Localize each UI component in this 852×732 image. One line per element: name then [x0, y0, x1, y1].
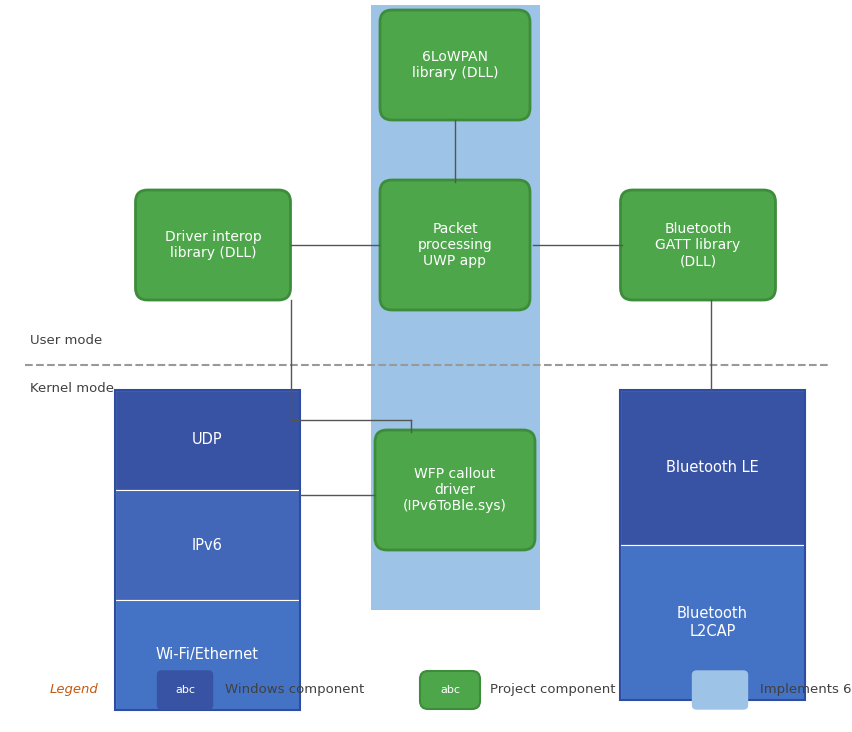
- FancyBboxPatch shape: [419, 671, 480, 709]
- Text: Driver interop
library (DLL): Driver interop library (DLL): [164, 230, 261, 260]
- Text: Packet
processing
UWP app: Packet processing UWP app: [417, 222, 492, 268]
- Text: Legend: Legend: [50, 684, 99, 697]
- Text: Bluetooth
GATT library
(DLL): Bluetooth GATT library (DLL): [654, 222, 740, 268]
- Bar: [115, 390, 300, 710]
- FancyBboxPatch shape: [379, 10, 529, 120]
- Bar: [371, 5, 539, 610]
- Bar: [115, 390, 300, 490]
- Text: IPv6: IPv6: [192, 537, 222, 553]
- Text: Wi-Fi/Ethernet: Wi-Fi/Ethernet: [156, 648, 259, 662]
- Bar: [115, 490, 300, 600]
- Text: Bluetooth
L2CAP: Bluetooth L2CAP: [676, 606, 747, 639]
- FancyBboxPatch shape: [619, 190, 774, 300]
- Text: Kernel mode: Kernel mode: [30, 381, 114, 395]
- Text: Project component: Project component: [489, 684, 615, 697]
- FancyBboxPatch shape: [692, 671, 746, 709]
- Bar: [619, 390, 804, 700]
- FancyBboxPatch shape: [158, 671, 212, 709]
- FancyBboxPatch shape: [375, 430, 534, 550]
- FancyBboxPatch shape: [135, 190, 291, 300]
- Bar: [115, 600, 300, 710]
- Text: Implements 6LoWPAN: Implements 6LoWPAN: [759, 684, 852, 697]
- Text: WFP callout
driver
(IPv6ToBle.sys): WFP callout driver (IPv6ToBle.sys): [403, 467, 506, 513]
- Text: User mode: User mode: [30, 334, 102, 346]
- Bar: [619, 545, 804, 700]
- Text: Windows component: Windows component: [225, 684, 364, 697]
- Text: Bluetooth LE: Bluetooth LE: [665, 460, 758, 475]
- FancyBboxPatch shape: [379, 180, 529, 310]
- Bar: [619, 390, 804, 545]
- Text: abc: abc: [175, 685, 195, 695]
- Text: abc: abc: [440, 685, 459, 695]
- Text: 6LoWPAN
library (DLL): 6LoWPAN library (DLL): [412, 50, 498, 80]
- Text: UDP: UDP: [192, 433, 222, 447]
